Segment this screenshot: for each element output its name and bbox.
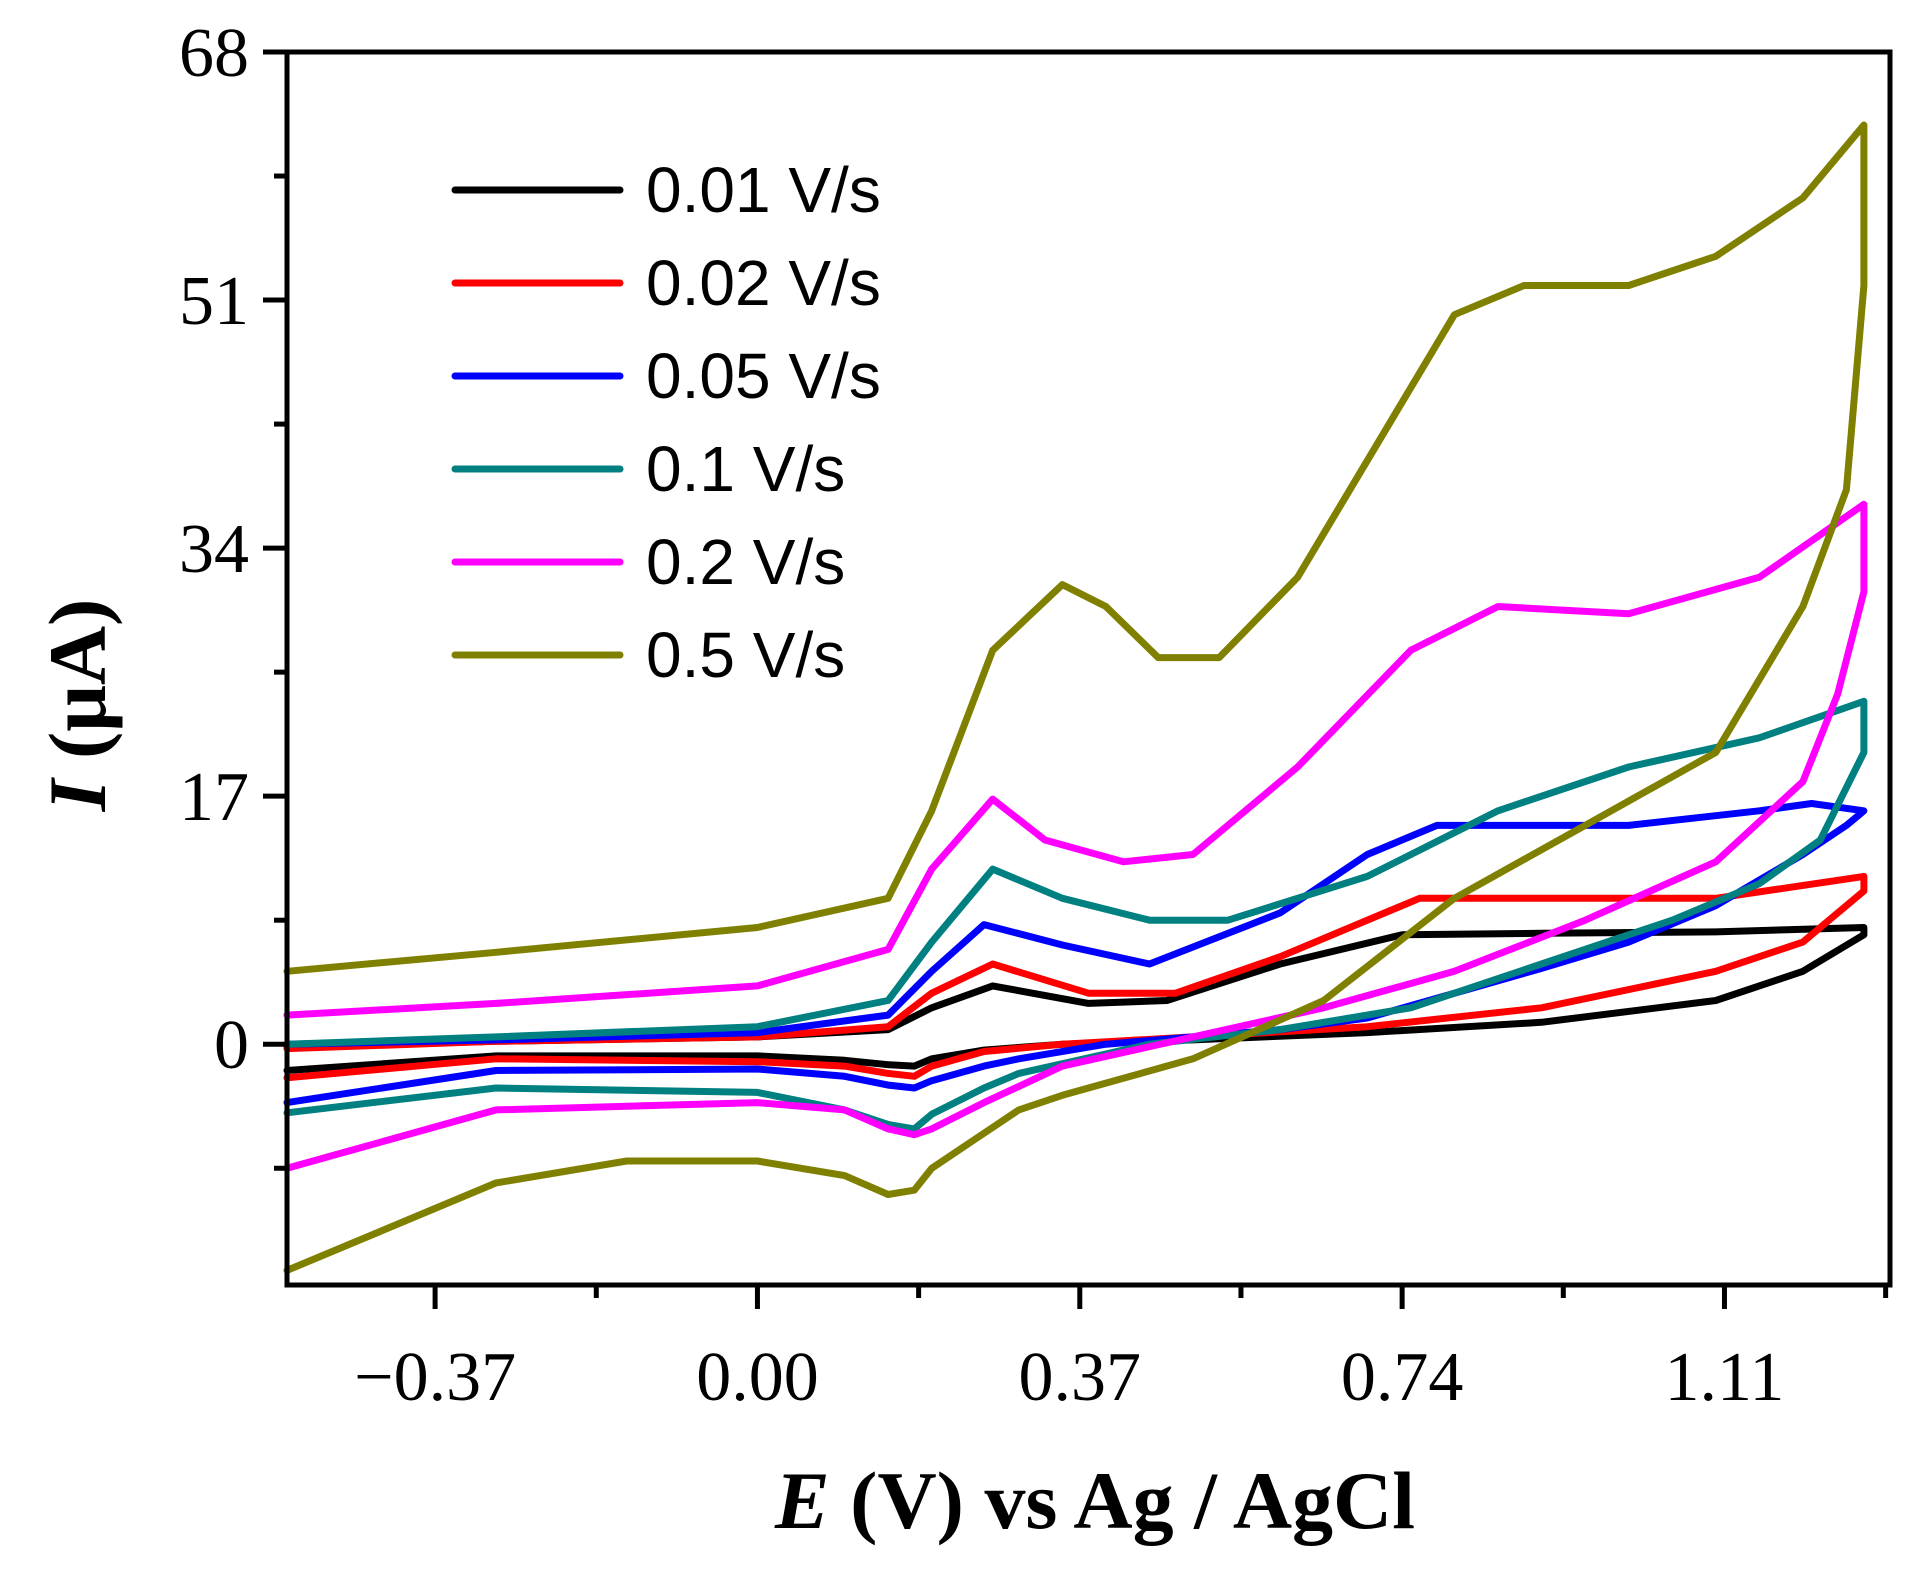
series-layer — [283, 121, 1868, 1274]
x-tick-label: −0.37 — [354, 1339, 516, 1416]
legend-label: 0.02 V/s — [646, 247, 881, 319]
x-axis-symbol: E — [774, 1455, 830, 1546]
y-tick-label: 34 — [179, 511, 249, 588]
y-tick-label: 68 — [179, 15, 249, 92]
legend-label: 0.2 V/s — [646, 526, 845, 598]
legend-label: 0.5 V/s — [646, 619, 845, 691]
legend-label: 0.1 V/s — [646, 433, 845, 505]
x-tick-label: 0.74 — [1341, 1339, 1464, 1416]
y-tick-label: 17 — [179, 759, 249, 836]
legend: 0.01 V/s 0.02 V/s 0.05 V/s 0.1 V/s 0.2 V/s 0.… — [451, 154, 881, 691]
series-line-5 — [283, 500, 1868, 1172]
plot-frame — [284, 49, 1893, 1288]
x-axis-label: (V) vs Ag / AgCl — [830, 1455, 1415, 1546]
x-tick-label: 1.11 — [1665, 1339, 1785, 1416]
axis-layer: −0.37 0.00 0.37 0.74 1.11 0 17 34 51 68 — [179, 15, 1889, 1416]
series-line-2 — [283, 872, 1868, 1082]
series-line-6 — [283, 121, 1868, 1274]
y-tick-label: 51 — [179, 263, 249, 340]
y-axis-title: I (μA) — [32, 599, 123, 813]
series-line-1 — [283, 924, 1868, 1074]
series-line-4 — [283, 697, 1868, 1133]
y-axis-symbol: I — [32, 776, 123, 812]
y-axis-label: (μA) — [32, 599, 123, 780]
legend-label: 0.01 V/s — [646, 154, 881, 226]
x-axis-title: E (V) vs Ag / AgCl — [774, 1455, 1415, 1546]
x-tick-label: 0.37 — [1019, 1339, 1142, 1416]
x-tick-label: 0.00 — [696, 1339, 819, 1416]
y-tick-label: 0 — [214, 1007, 249, 1084]
legend-label: 0.05 V/s — [646, 340, 881, 412]
